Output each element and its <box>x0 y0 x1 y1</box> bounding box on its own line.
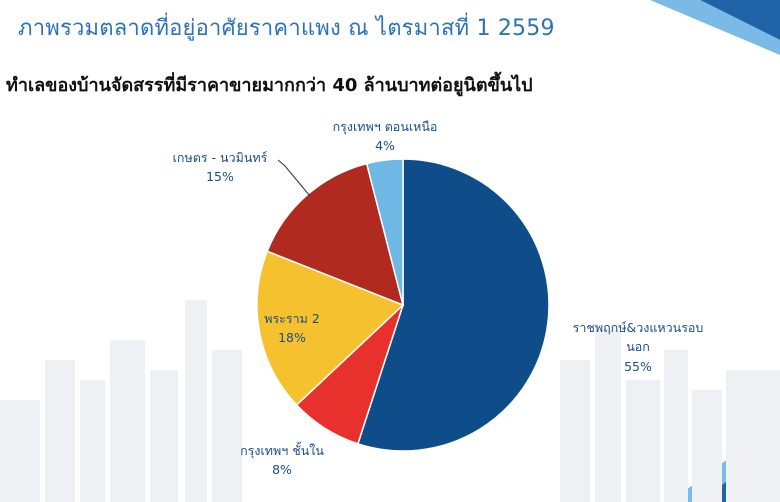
slice-percent: 18% <box>278 330 306 346</box>
slice-label-rama2: พระราม 2 18% <box>246 309 338 348</box>
chart-title: ทำเลของบ้านจัดสรรที่มีราคาขายมากกว่า 40 … <box>6 75 533 96</box>
slice-percent: 15% <box>206 169 234 185</box>
corner-ribbon-light <box>650 0 780 55</box>
slice-name: เกษตร - นวมินทร์ <box>172 150 268 165</box>
pie-slice-0 <box>356 158 550 452</box>
slice-label-inner-bangkok: กรุงเทพฯ ชั้นใน 8% <box>222 441 342 480</box>
slice-name: ราชพฤกษ์&วงแหวนรอบ <box>572 320 704 335</box>
slice-name-cont: นอก <box>626 339 650 355</box>
slice-percent: 55% <box>624 358 652 374</box>
slice-label-kaset-nawamin: เกษตร - นวมินทร์ 15% <box>158 148 282 187</box>
slice-label-ratchaphruek: ราชพฤกษ์&วงแหวนรอบ นอก 55% <box>548 318 728 376</box>
slice-percent: 4% <box>375 138 395 154</box>
pie-slices <box>256 158 550 452</box>
slice-name: กรุงเทพฯ ชั้นใน <box>240 443 324 458</box>
slice-name: พระราม 2 <box>264 311 320 326</box>
slice-label-north-bangkok: กรุงเทพฯ ตอนเหนือ 4% <box>318 117 452 156</box>
pie-slice-3 <box>266 162 405 307</box>
pie-slice-4 <box>365 158 404 306</box>
slice-percent: 8% <box>272 462 292 478</box>
slice-name: กรุงเทพฯ ตอนเหนือ <box>332 119 438 134</box>
pie-slice-2 <box>256 250 405 407</box>
page-title: ภาพรวมตลาดที่อยู่อาศัยราคาแพง ณ ไตรมาสที… <box>18 16 555 41</box>
leader-line <box>277 159 311 197</box>
skyline-silhouette <box>0 300 780 502</box>
